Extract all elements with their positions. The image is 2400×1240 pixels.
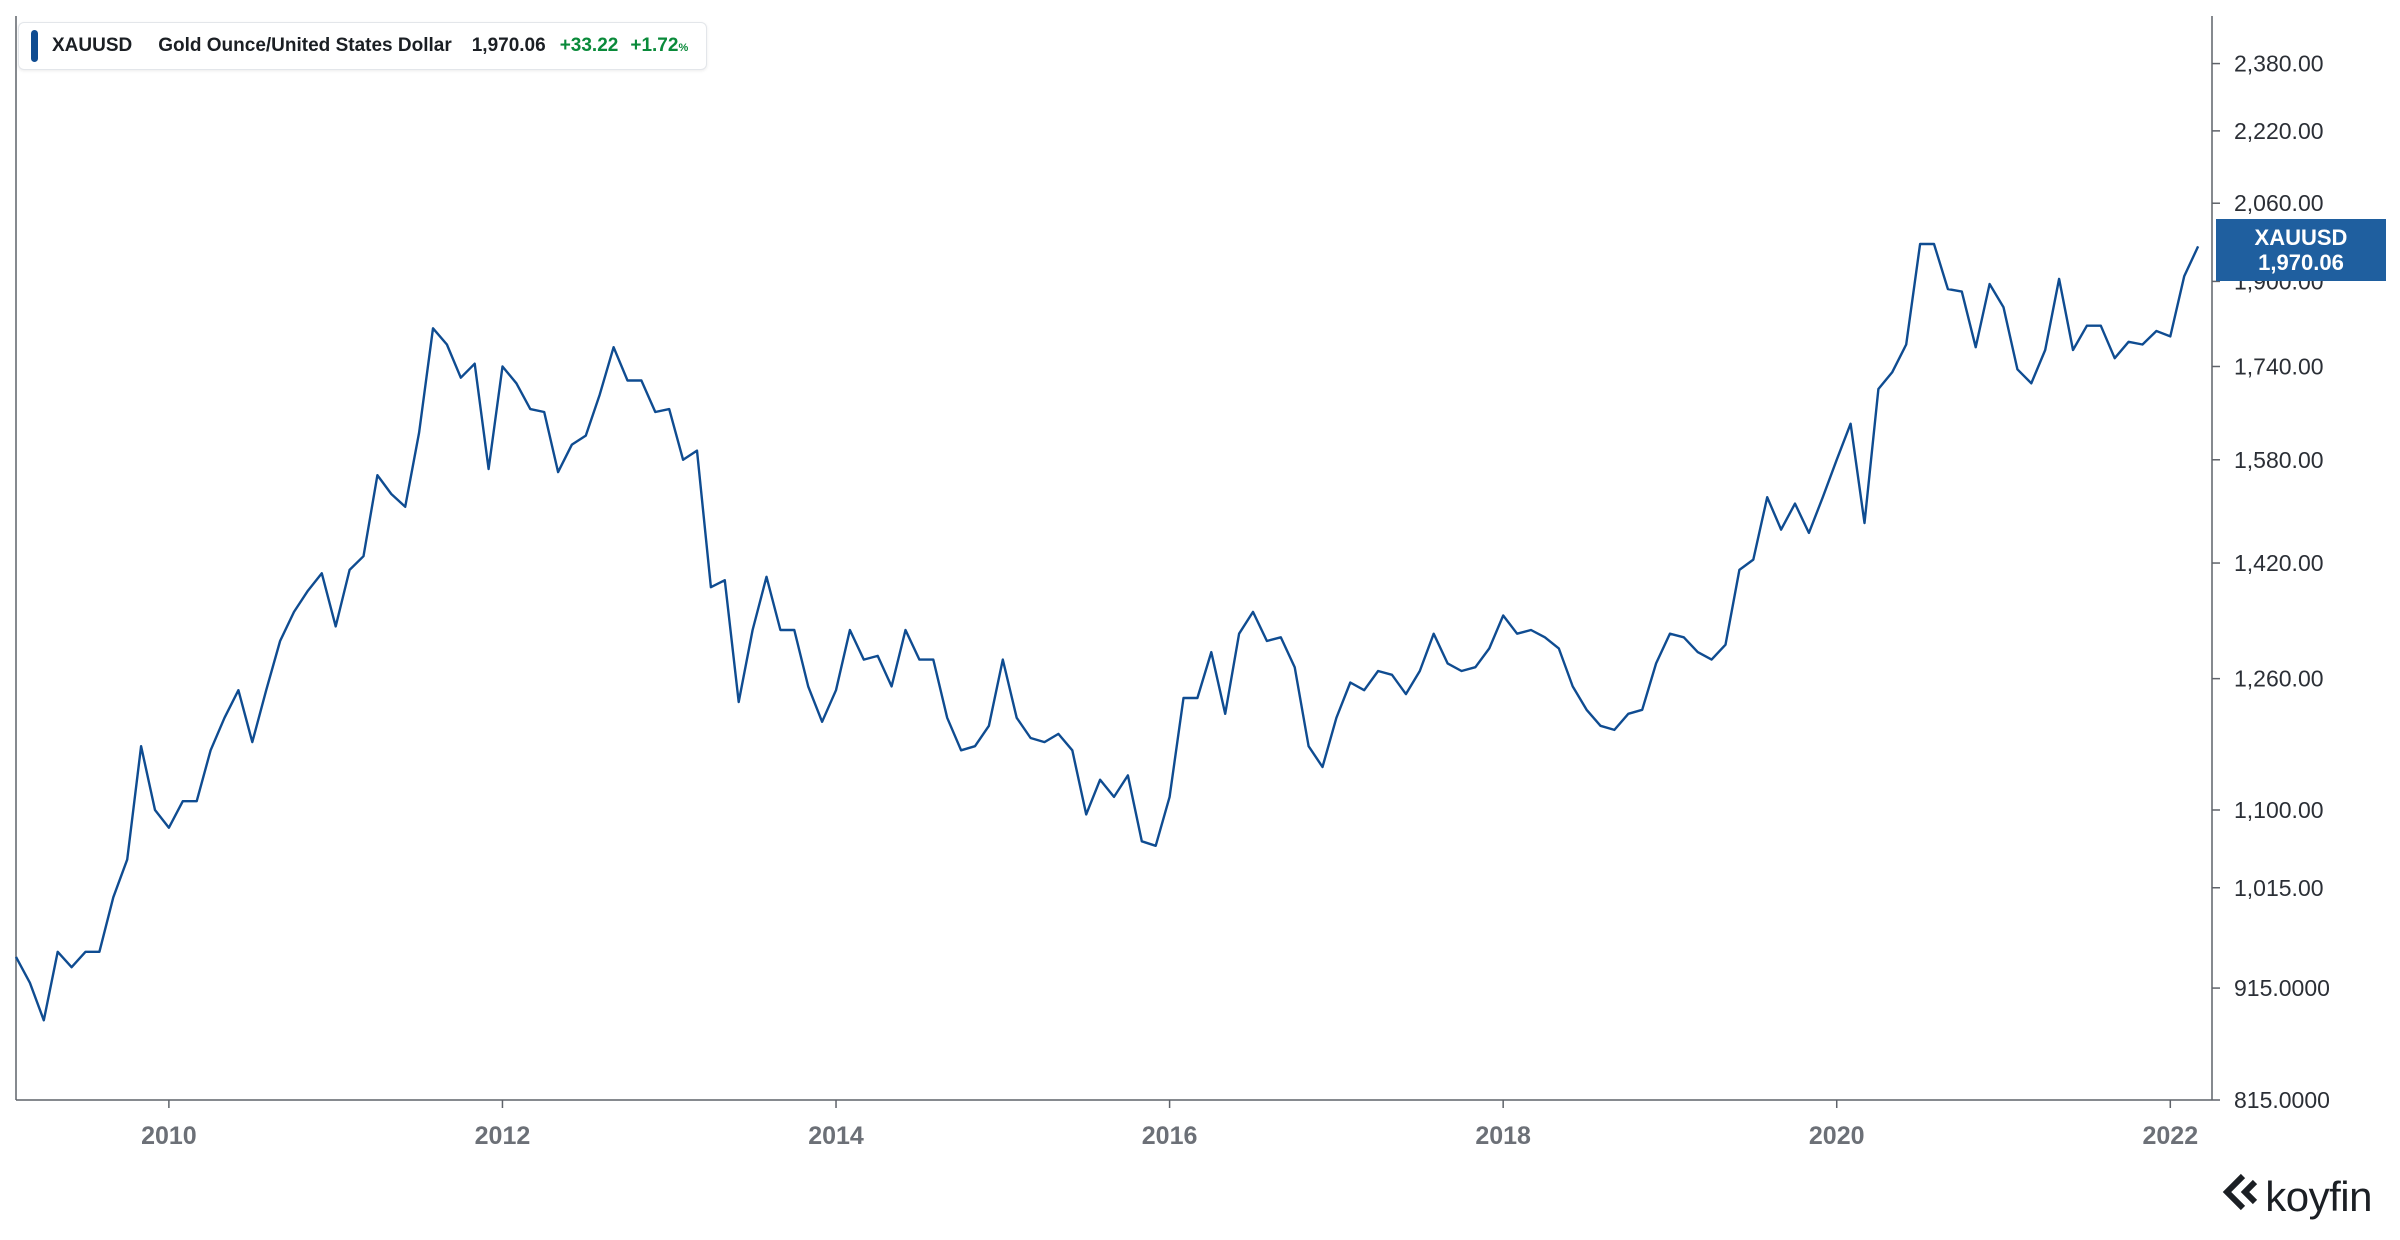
series-color-swatch bbox=[31, 30, 38, 62]
legend-ticker: XAUUSD bbox=[52, 35, 133, 56]
y-tick-label: 1,580.00 bbox=[2234, 447, 2324, 473]
x-tick-label: 2022 bbox=[2142, 1122, 2198, 1150]
x-tick-label: 2020 bbox=[1809, 1122, 1865, 1150]
last-price-tag: XAUUSD 1,970.06 bbox=[2216, 219, 2386, 281]
legend-last-price: 1,970.06 bbox=[471, 35, 546, 56]
series-legend[interactable]: XAUUSD Gold Ounce/United States Dollar 1… bbox=[18, 22, 708, 70]
y-tick-label: 1,260.00 bbox=[2234, 666, 2324, 692]
y-tick-label: 2,380.00 bbox=[2234, 51, 2324, 77]
y-axis: 815.0000 915.0000 1,015.00 1,100.00 1,260.00… bbox=[2212, 51, 2330, 1113]
y-tick-label: 1,420.00 bbox=[2234, 550, 2324, 576]
legend-change-pct: +1.72% bbox=[630, 35, 688, 57]
x-tick-label: 2016 bbox=[1142, 1122, 1198, 1150]
price-tag-background bbox=[2216, 219, 2386, 281]
y-tick-label: 1,740.00 bbox=[2234, 353, 2324, 379]
legend-security-name: Gold Ounce/United States Dollar bbox=[158, 35, 452, 56]
x-tick-label: 2012 bbox=[475, 1122, 531, 1150]
y-tick-label: 1,100.00 bbox=[2234, 797, 2324, 823]
x-tick-label: 2010 bbox=[141, 1122, 197, 1150]
y-tick-label: 1,015.00 bbox=[2234, 875, 2324, 901]
koyfin-logo-icon bbox=[2219, 1172, 2261, 1222]
x-tick-label: 2018 bbox=[1475, 1122, 1531, 1150]
koyfin-brand[interactable]: koyfin bbox=[2219, 1172, 2372, 1222]
legend-change-abs: +33.22 bbox=[559, 35, 619, 56]
price-tag-price: 1,970.06 bbox=[2258, 250, 2344, 275]
legend-change-pct-unit: % bbox=[678, 42, 689, 54]
x-axis: 2010 2012 2014 2016 2018 2020 2022 bbox=[141, 1100, 2198, 1150]
price-tag-ticker: XAUUSD bbox=[2255, 225, 2348, 250]
x-tick-label: 2014 bbox=[808, 1122, 864, 1150]
legend-change-pct-value: +1.72 bbox=[630, 35, 679, 56]
brand-name: koyfin bbox=[2265, 1173, 2372, 1220]
series-layer bbox=[14, 242, 2200, 1022]
y-tick-label: 2,060.00 bbox=[2234, 190, 2324, 216]
plot-frame bbox=[15, 16, 2213, 1101]
series-line-xauusd bbox=[14, 242, 2200, 1022]
y-tick-label: 915.0000 bbox=[2234, 975, 2330, 1001]
y-tick-label: 815.0000 bbox=[2234, 1087, 2330, 1113]
y-tick-label: 2,220.00 bbox=[2234, 118, 2324, 144]
